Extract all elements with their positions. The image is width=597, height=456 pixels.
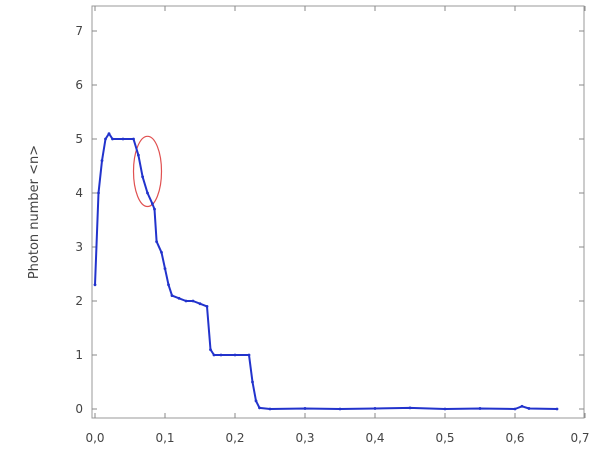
y-axis-title: Photon number <n> — [27, 145, 42, 279]
data-point — [247, 353, 251, 357]
data-point — [373, 407, 377, 410]
data-point — [258, 406, 261, 410]
series-line — [94, 132, 558, 410]
data-point — [527, 407, 531, 410]
data-point — [443, 407, 447, 411]
data-point — [111, 137, 114, 141]
data-point — [212, 353, 216, 357]
data-point — [555, 407, 559, 411]
x-tick-label: 0,6 — [505, 431, 524, 445]
x-tick-label: 0,3 — [295, 431, 314, 445]
data-point — [121, 137, 125, 141]
series-group — [93, 132, 559, 411]
data-point — [520, 404, 524, 408]
data-point — [151, 202, 154, 206]
data-point — [155, 240, 159, 244]
data-point — [107, 132, 111, 136]
y-tick-label: 4 — [75, 186, 83, 200]
annotation-ellipse — [132, 135, 163, 208]
data-point — [478, 407, 482, 410]
data-point — [170, 294, 174, 297]
data-point — [167, 283, 170, 287]
data-point — [198, 302, 202, 306]
data-point — [268, 407, 272, 411]
data-point — [251, 380, 254, 384]
data-point — [132, 137, 135, 141]
x-tick-label: 0,4 — [365, 431, 384, 445]
y-tick-label: 0 — [75, 402, 83, 416]
y-tick-label: 6 — [75, 78, 83, 92]
data-point — [146, 191, 149, 195]
data-point — [209, 348, 212, 351]
data-point — [219, 353, 223, 357]
data-point — [160, 251, 163, 254]
data-point — [100, 159, 104, 163]
x-tick-label: 0,2 — [225, 431, 244, 445]
y-axis: 0 1 2 3 4 5 6 7 — [75, 24, 584, 416]
data-point — [163, 267, 167, 270]
plot-area — [91, 5, 585, 419]
data-point — [303, 407, 307, 410]
y-tick-label: 3 — [75, 240, 83, 254]
data-point — [97, 191, 100, 195]
data-point — [141, 175, 145, 179]
data-point — [205, 305, 209, 308]
x-tick-label: 0,5 — [435, 431, 454, 445]
data-point — [184, 299, 188, 303]
data-point — [233, 353, 237, 357]
y-tick-label: 1 — [75, 348, 83, 362]
data-point — [254, 399, 258, 403]
data-point — [104, 137, 107, 141]
x-tick-label: 0,7 — [570, 431, 589, 445]
data-point — [177, 296, 181, 300]
data-point — [338, 407, 342, 411]
data-point — [513, 407, 517, 411]
y-tick-label: 2 — [75, 294, 83, 308]
data-point — [93, 283, 97, 287]
x-tick-label: 0,0 — [85, 431, 104, 445]
data-point — [137, 153, 140, 157]
annotations — [132, 135, 163, 208]
data-point — [191, 299, 195, 303]
data-point — [153, 207, 156, 211]
x-axis: 0,0 0,1 0,2 0,3 0,4 0,5 0,6 0,7 — [85, 6, 590, 445]
data-point — [408, 406, 412, 410]
x-tick-label: 0,1 — [155, 431, 174, 445]
y-tick-label: 5 — [75, 132, 83, 146]
y-tick-label: 7 — [75, 24, 83, 38]
